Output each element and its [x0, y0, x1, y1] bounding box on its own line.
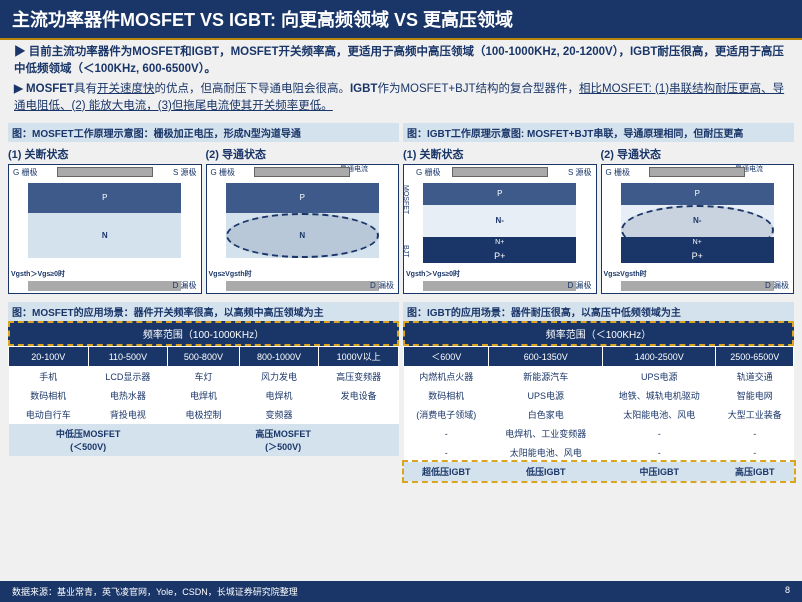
mosfet-on-state: (2) 导通状态 导通电流 G 栅极 N+ N+ P N型 沟道 N D 漏极 … — [206, 144, 400, 294]
igbt-caption: 图：IGBT工作原理示意图: MOSFET+BJT串联，导通原理相同，但耐压更高 — [403, 123, 794, 142]
category-cell: 超低压IGBT — [404, 462, 489, 481]
mosfet-off-state: (1) 关断状态 G 栅极 S 源极 N+ N+ P N D 漏极 Vgsth＞… — [8, 144, 202, 294]
col-header: 600-1350V — [489, 347, 603, 367]
table-cell: - — [602, 424, 716, 443]
table-cell: 地铁、城轨电机驱动 — [602, 386, 716, 405]
table-cell: 电焊机 — [239, 386, 319, 405]
table-cell: 背投电视 — [88, 405, 168, 424]
category-cell: 中压IGBT — [602, 462, 716, 481]
table-cell: 数码相机 — [404, 386, 489, 405]
mosfet-table: 20-100V110-500V500-800V800-1000V1000V以上 … — [8, 346, 399, 456]
table-cell: 电动自行车 — [9, 405, 89, 424]
tables-row: 图：MOSFET的应用场景：器件开关频率很高，以高频中高压领域为主 频率范围（1… — [0, 300, 802, 483]
table-cell: 车灯 — [168, 367, 240, 387]
category-cell: 中低压MOSFET(＜500V) — [9, 424, 168, 456]
table-cell: 高压变频器 — [319, 367, 399, 387]
table-cell: 电极控制 — [168, 405, 240, 424]
intro-p2: ▶ MOSFET具有开关速度快的优点，但高耐压下导通电阻会很高。IGBT作为MO… — [14, 81, 788, 116]
category-cell: 低压IGBT — [489, 462, 603, 481]
table-cell: 数码相机 — [9, 386, 89, 405]
drain-icon — [621, 281, 774, 291]
mosfet-half: 图：MOSFET工作原理示意图：栅极加正电压，形成N型沟道导通 (1) 关断状态… — [8, 123, 399, 294]
table-cell: UPS电源 — [489, 386, 603, 405]
col-header: 1400-2500V — [602, 347, 716, 367]
table-cell: 新能源汽车 — [489, 367, 603, 387]
table-cell: 大型工业装备 — [716, 405, 794, 424]
footer-page: 8 — [785, 585, 790, 598]
drain-icon — [226, 281, 379, 291]
table-cell: 风力发电 — [239, 367, 319, 387]
table-cell: 发电设备 — [319, 386, 399, 405]
mosfet-freq-header: 频率范围（100-1000KHz） — [8, 321, 399, 346]
gate-icon — [649, 167, 745, 177]
table-cell: 电热水器 — [88, 386, 168, 405]
intro-block: ▶ 目前主流功率器件为MOSFET和IGBT，MOSFET开关频率高，更适用于高… — [0, 40, 802, 121]
igbt-on-state: (2) 导通状态 导通电流 G 栅极 N+ N+ P N- N+ P+ D 漏极… — [601, 144, 795, 294]
col-header: 500-800V — [168, 347, 240, 367]
table-cell: 白色家电 — [489, 405, 603, 424]
table-cell — [319, 405, 399, 424]
table-cell: 手机 — [9, 367, 89, 387]
table-cell: 太阳能电池、风电 — [489, 443, 603, 462]
table-cell: 内燃机点火器 — [404, 367, 489, 387]
table-cell: - — [716, 443, 794, 462]
header-title: 主流功率器件MOSFET VS IGBT: 向更高频领域 VS 更高压领域 — [12, 10, 513, 30]
igbt-on-diagram: 导通电流 G 栅极 N+ N+ P N- N+ P+ D 漏极 Vgs≥Vgst… — [601, 164, 795, 294]
table-cell: LCD显示器 — [88, 367, 168, 387]
gate-icon — [254, 167, 350, 177]
table-cell: - — [602, 443, 716, 462]
col-header: 20-100V — [9, 347, 89, 367]
col-header: 800-1000V — [239, 347, 319, 367]
igbt-freq-header: 频率范围（＜100KHz） — [403, 321, 794, 346]
igbt-table-block: 图：IGBT的应用场景：器件耐压很高，以高压中低频领域为主 频率范围（＜100K… — [403, 302, 794, 481]
table-cell: - — [716, 424, 794, 443]
table-cell: 电焊机、工业变频器 — [489, 424, 603, 443]
table-cell: 太阳能电池、风电 — [602, 405, 716, 424]
table-cell: UPS电源 — [602, 367, 716, 387]
table-cell: - — [404, 443, 489, 462]
table-cell: 智能电网 — [716, 386, 794, 405]
mosfet-table-block: 图：MOSFET的应用场景：器件开关频率很高，以高频中高压领域为主 频率范围（1… — [8, 302, 399, 481]
col-header: 110-500V — [88, 347, 168, 367]
channel-icon — [226, 213, 379, 258]
igbt-half: 图：IGBT工作原理示意图: MOSFET+BJT串联，导通原理相同，但耐压更高… — [403, 123, 794, 294]
footer-source: 数据来源：基业常青，英飞凌官网，Yole，CSDN，长城证券研究院整理 — [12, 585, 298, 598]
mosfet-caption: 图：MOSFET工作原理示意图：栅极加正电压，形成N型沟道导通 — [8, 123, 399, 142]
table-cell: 轨道交通 — [716, 367, 794, 387]
mosfet-on-diagram: 导通电流 G 栅极 N+ N+ P N型 沟道 N D 漏极 Vgs≥Vgsth… — [206, 164, 400, 294]
table-cell: (消费电子领域) — [404, 405, 489, 424]
drain-icon — [28, 281, 181, 291]
gate-icon — [452, 167, 548, 177]
igbt-table: ＜600V600-1350V1400-2500V2500-6500V 内燃机点火… — [403, 346, 794, 481]
intro-p1: ▶ 目前主流功率器件为MOSFET和IGBT，MOSFET开关频率高，更适用于高… — [14, 44, 788, 79]
table-cell: 变频器 — [239, 405, 319, 424]
page-footer: 数据来源：基业常青，英飞凌官网，Yole，CSDN，长城证券研究院整理 8 — [0, 581, 802, 602]
category-cell: 高压IGBT — [716, 462, 794, 481]
col-header: 1000V以上 — [319, 347, 399, 367]
igbt-off-diagram: MOSFET BJT G 栅极 S 源极 N+ N+ P N- N+ P+ D … — [403, 164, 597, 294]
category-cell: 高压MOSFET(＞500V) — [168, 424, 399, 456]
table-cell: 电焊机 — [168, 386, 240, 405]
gate-icon — [57, 167, 153, 177]
diagram-row: 图：MOSFET工作原理示意图：栅极加正电压，形成N型沟道导通 (1) 关断状态… — [0, 121, 802, 296]
mosfet-off-diagram: G 栅极 S 源极 N+ N+ P N D 漏极 Vgsth＞Vgs≥0时 — [8, 164, 202, 294]
table-cell: - — [404, 424, 489, 443]
drain-icon — [423, 281, 576, 291]
col-header: ＜600V — [404, 347, 489, 367]
col-header: 2500-6500V — [716, 347, 794, 367]
page-header: 主流功率器件MOSFET VS IGBT: 向更高频领域 VS 更高压领域 — [0, 0, 802, 40]
igbt-off-state: (1) 关断状态 MOSFET BJT G 栅极 S 源极 N+ N+ P N-… — [403, 144, 597, 294]
